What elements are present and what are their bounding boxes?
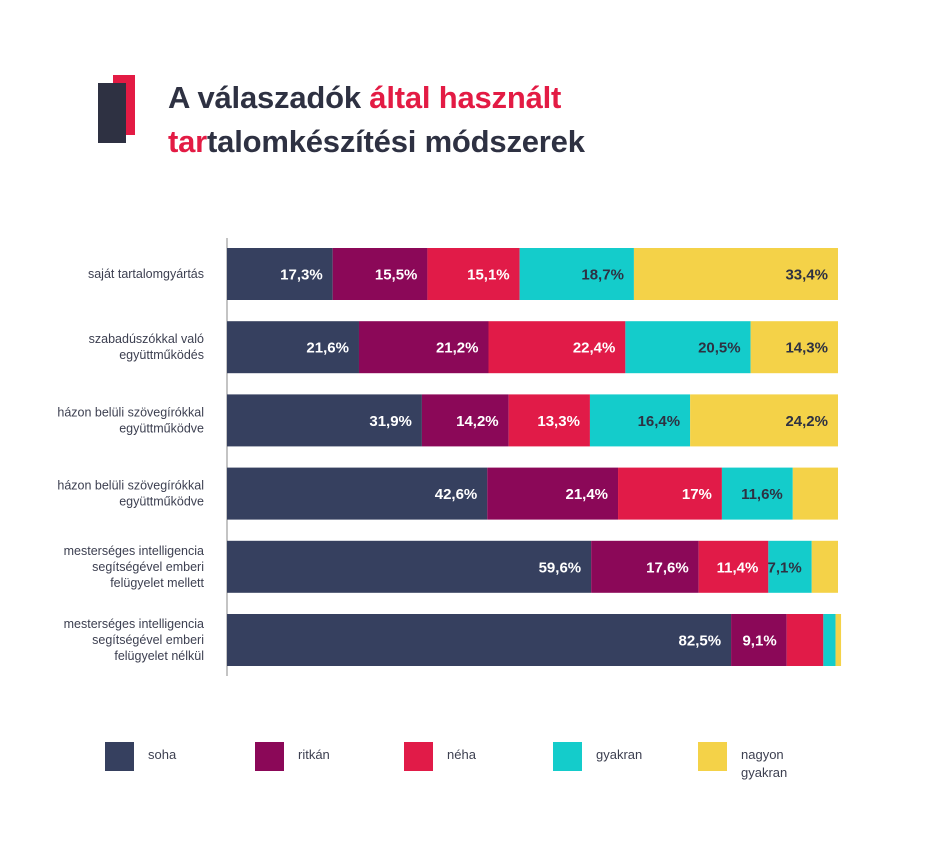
bar-segment-gyakran: [589, 394, 691, 447]
bar-segment-gyakran: [625, 321, 751, 374]
bar-segment-nagyon-gyakran: [690, 394, 838, 447]
legend-swatch: [105, 742, 134, 771]
title-line1-plain: A válaszadók: [168, 80, 370, 115]
category-label: saját tartalomgyártás: [88, 267, 204, 281]
category-label-line: felügyelet nélkül: [114, 649, 204, 663]
category-label-line: házon belüli szövegírókkal: [57, 405, 204, 419]
data-label: 7,1%: [768, 559, 802, 576]
bar-segment-gyakran: [519, 248, 634, 300]
data-label: 59,6%: [539, 559, 582, 576]
legend-label: ritkán: [298, 747, 330, 762]
legend-swatch: [404, 742, 433, 771]
category-label-line: együttműködve: [119, 421, 204, 435]
category-label: mesterséges intelligencia segítségével em…: [64, 617, 204, 663]
data-label: 20,5%: [698, 340, 741, 357]
bar-segment-ritkan: [332, 248, 428, 300]
bar-segment-ritkan: [731, 614, 787, 666]
data-label: 21,2%: [436, 340, 479, 357]
category-label: mesterséges intelligencia segítségével em…: [64, 544, 205, 590]
bar-segment-neha: [698, 540, 769, 593]
bar-segment-gyakran: [823, 614, 836, 666]
category-label-line: segítségével emberi: [92, 633, 204, 647]
data-label: 33,4%: [785, 267, 828, 284]
category-label: házon belüli szövegírókkal együttműködve: [57, 405, 204, 435]
legend-swatch: [553, 742, 582, 771]
data-label: 14,3%: [785, 340, 828, 357]
legend-item-neha: néha: [404, 742, 517, 771]
data-label: 11,6%: [741, 486, 783, 503]
bar-segment-soha: [227, 467, 488, 520]
category-label-line: felügyelet mellett: [110, 576, 204, 590]
bar-segment-soha: [227, 394, 422, 447]
bar-segment-ritkan: [358, 321, 489, 374]
legend-item-nagyon-gyakran: nagyon gyakran: [698, 742, 811, 782]
legend-label: néha: [447, 747, 476, 762]
data-label: 31,9%: [369, 413, 412, 430]
legend-swatch: [255, 742, 284, 771]
bar-segment-nagyon-gyakran: [835, 614, 842, 666]
legend-item-ritkan: ritkán: [255, 742, 368, 771]
data-label: 13,3%: [537, 413, 580, 430]
data-label: 9,1%: [742, 633, 776, 650]
bar-segment-ritkan: [591, 540, 699, 593]
bar-segment-ritkan: [487, 467, 619, 520]
bar-segment-neha: [508, 394, 590, 447]
bar-segment-soha: [227, 540, 592, 593]
bar-segment-soha: [227, 614, 732, 666]
category-label-line: szabadúszókkal való: [89, 332, 204, 346]
chart-title: A válaszadók által használt tartalomkész…: [168, 76, 585, 164]
legend-label: gyakran: [596, 747, 643, 762]
legend-item-soha: soha: [105, 742, 218, 771]
data-label: 22,4%: [573, 340, 616, 357]
bar-segment-nagyon-gyakran: [633, 248, 838, 300]
legend-label: nagyon gyakran: [741, 747, 788, 780]
bar-segment-neha: [427, 248, 520, 300]
data-label: 15,1%: [467, 267, 510, 284]
data-label: 11,4%: [717, 559, 759, 576]
bar-segment-neha: [786, 614, 824, 666]
category-label-line: házon belüli szövegírókkal: [57, 479, 204, 493]
category-label-line: mesterséges intelligencia: [64, 617, 204, 631]
data-label: 42,6%: [435, 486, 478, 503]
bar-segment-nagyon-gyakran: [792, 467, 838, 520]
category-label-line: saját tartalomgyártás: [88, 267, 204, 281]
data-label: 18,7%: [581, 267, 624, 284]
category-label: szabadúszókkal való együttműködés: [89, 332, 204, 362]
title-line2-plain: talomkészítési módszerek: [207, 124, 585, 159]
logo-front-bar: [98, 83, 126, 143]
data-label: 17%: [682, 486, 712, 503]
data-label: 82,5%: [679, 633, 722, 650]
legend-swatch: [698, 742, 727, 771]
title-line1-accent: által használt: [369, 80, 562, 115]
data-label: 17,3%: [280, 267, 323, 284]
category-label-line: együttműködés: [119, 348, 204, 362]
data-label: 15,5%: [375, 267, 418, 284]
bar-segment-soha: [227, 321, 359, 374]
category-label-line: mesterséges intelligencia: [64, 544, 204, 558]
bar-segment-gyakran: [721, 467, 793, 520]
bar-segment-soha: [227, 248, 333, 300]
bar-segment-gyakran: [768, 540, 812, 593]
legend-item-gyakran: gyakran: [553, 742, 666, 771]
data-label: 24,2%: [785, 413, 828, 430]
data-label: 21,4%: [565, 486, 608, 503]
data-label: 16,4%: [638, 413, 681, 430]
bar-segment-neha: [618, 467, 722, 520]
bar-segment-ritkan: [421, 394, 509, 447]
bar-segment-neha: [488, 321, 626, 374]
category-label-line: segítségével emberi: [92, 560, 204, 574]
data-label: 17,6%: [646, 559, 689, 576]
data-label: 21,6%: [306, 340, 349, 357]
legend-label: soha: [148, 747, 177, 762]
title-line2-accent: tar: [168, 124, 208, 159]
bar-segment-nagyon-gyakran: [750, 321, 838, 374]
category-label: házon belüli szövegírókkal együttműködve: [57, 479, 204, 509]
category-label-line: együttműködve: [119, 495, 204, 509]
bar-segment-nagyon-gyakran: [811, 540, 838, 593]
brand-logo: [98, 75, 138, 143]
data-label: 14,2%: [456, 413, 499, 430]
